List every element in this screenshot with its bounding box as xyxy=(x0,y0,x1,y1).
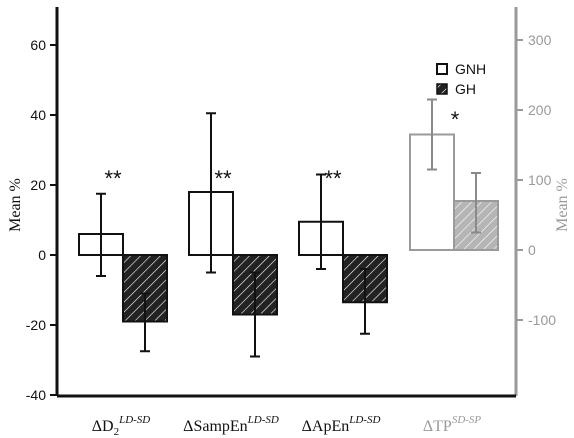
right-tick-label: 300 xyxy=(528,32,552,48)
category-labels: ΔD2LD-SD ΔSampEnLD-SD ΔApEnLD-SD ΔTPSD-SP xyxy=(92,414,482,438)
legend-swatch-gh xyxy=(436,83,448,95)
right-axis-label: Mean % xyxy=(554,178,571,232)
category-label: ΔTPSD-SP xyxy=(423,414,482,435)
left-tick-label: 60 xyxy=(30,37,46,53)
legend-label-gh: GH xyxy=(455,81,476,97)
legend-swatch-gnh xyxy=(436,63,448,75)
left-tick-label: -40 xyxy=(26,387,46,403)
left-tick-label: 20 xyxy=(30,177,46,193)
left-ticks: -40 -20 0 20 40 60 xyxy=(26,37,57,403)
significance-marks: ** ** *** xyxy=(104,107,459,191)
legend-label-gnh: GNH xyxy=(455,61,486,77)
right-tick-label: 200 xyxy=(528,102,552,118)
significance-mark: ** xyxy=(214,166,232,191)
left-tick-label: 0 xyxy=(38,247,46,263)
left-tick-label: 40 xyxy=(30,107,46,123)
right-tick-label: 0 xyxy=(528,242,536,258)
right-tick-label: 100 xyxy=(528,172,552,188)
significance-mark: ** xyxy=(324,166,342,191)
significance-mark: ** xyxy=(104,166,122,191)
error-bars xyxy=(96,98,481,358)
significance-mark: * xyxy=(451,107,460,132)
left-axis-label: Mean % xyxy=(7,178,24,232)
category-label: ΔD2LD-SD xyxy=(92,414,151,438)
right-tick-label: -100 xyxy=(528,312,556,328)
category-label: ΔSampEnLD-SD xyxy=(183,414,279,435)
left-tick-label: -20 xyxy=(26,317,46,333)
category-label: ΔApEnLD-SD xyxy=(302,414,381,435)
legend: GNH GH xyxy=(436,61,486,97)
right-ticks: -100 0 100 200 300 xyxy=(516,32,556,328)
